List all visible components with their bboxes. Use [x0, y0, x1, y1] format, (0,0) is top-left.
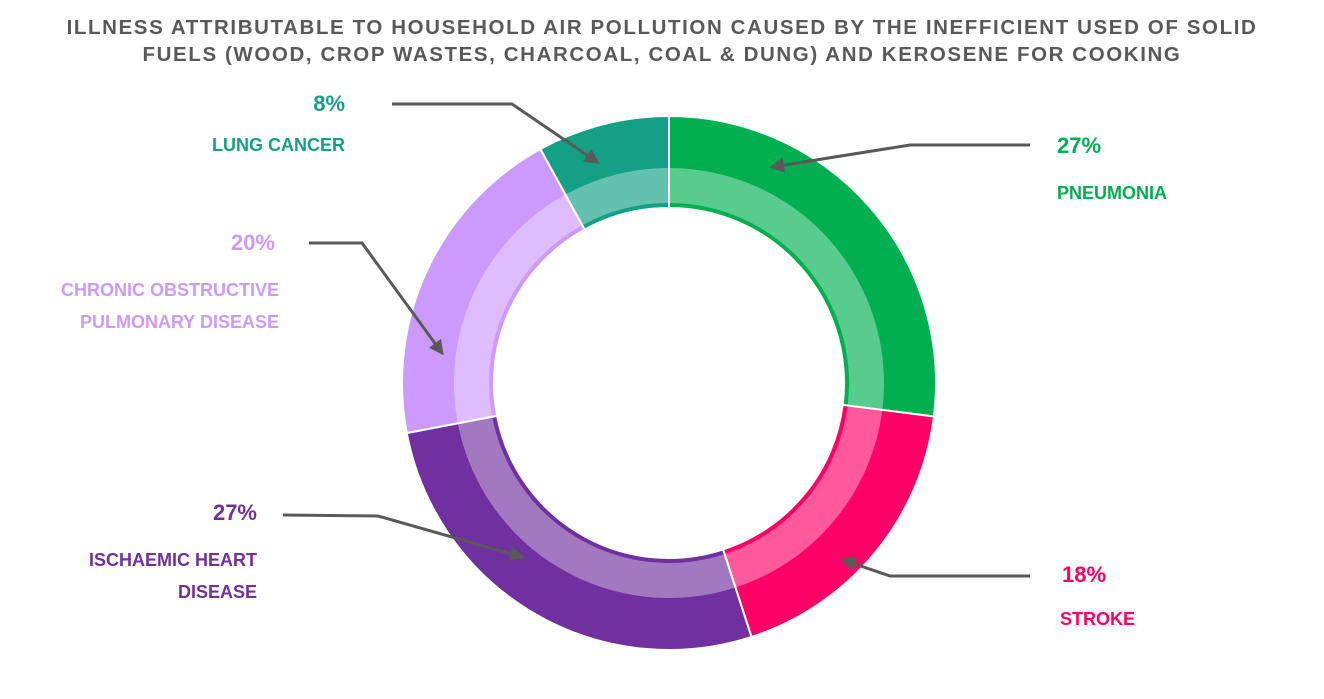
donut-segment — [405, 414, 753, 651]
donut-segment — [668, 114, 937, 418]
leader-arrow — [840, 556, 1030, 578]
segment-inner-band — [454, 194, 583, 424]
segment-inner-band — [669, 168, 884, 410]
category-label: PNEUMONIA — [1057, 183, 1168, 203]
percent-label: 20% — [230, 230, 275, 255]
leader-arrow — [282, 513, 525, 561]
category-label: CHRONIC OBSTRUCTIVE PULMONARY DISEASE — [60, 280, 279, 332]
category-label: ISCHAEMIC HEART DISEASE — [88, 550, 257, 602]
category-label: STROKE — [1060, 609, 1136, 629]
segment-inner-band — [457, 416, 736, 598]
percent-label: 8% — [313, 91, 345, 116]
percent-label: 27% — [1057, 133, 1102, 158]
leader-arrow — [769, 143, 1030, 173]
donut-segment — [721, 403, 936, 639]
chart-title: ILLNESS ATTRIBUTABLE TO HOUSEHOLD AIR PO… — [66, 16, 1258, 66]
leader-arrow — [392, 102, 600, 164]
percent-label: 18% — [1062, 562, 1107, 587]
segment-inner-band — [565, 168, 669, 226]
leader-arrow — [309, 241, 444, 356]
percent-label: 27% — [212, 500, 257, 525]
segment-inner-band — [724, 405, 883, 588]
donut-segment — [401, 147, 587, 435]
category-label: LUNG CANCER — [212, 135, 345, 155]
